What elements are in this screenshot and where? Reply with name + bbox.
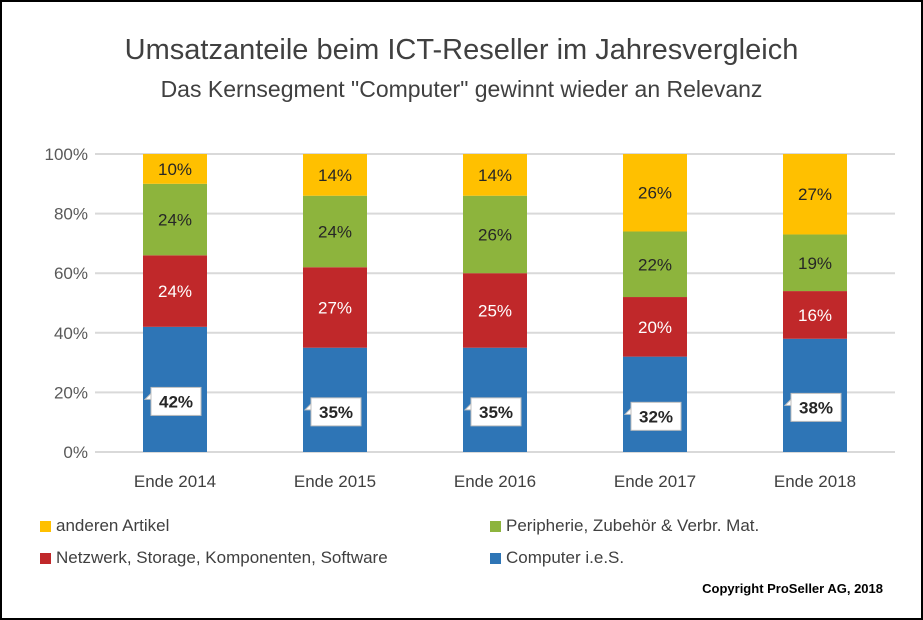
callout-pointer [303,402,312,411]
data-label: 14% [478,166,512,185]
bar-segment [143,183,207,256]
y-tick-label: 80% [54,205,88,224]
data-label: 27% [798,185,832,204]
data-label: 42% [159,392,193,411]
data-label: 14% [318,166,352,185]
data-label: 35% [479,403,513,422]
legend-label: anderen Artikel [56,516,170,535]
data-label: 19% [798,254,832,273]
copyright-note: Copyright ProSeller AG, 2018 [702,581,883,596]
callout-pointer [623,407,632,415]
data-label: 22% [638,255,672,274]
data-label: 26% [478,225,512,244]
bar-segment [463,195,527,274]
y-tick-label: 100% [45,145,88,164]
data-label: 25% [478,301,512,320]
legend-item-peripherie: Peripherie, Zubehör & Verbr. Mat. [490,516,759,536]
bar-segment [463,273,527,348]
legend-label: Computer i.e.S. [506,548,625,567]
callout-pointer [783,398,792,406]
legend-label: Peripherie, Zubehör & Verbr. Mat. [506,516,760,535]
data-label: 20% [638,318,672,337]
bar-segment [623,297,687,357]
legend-item-computer: Computer i.e.S. [490,548,624,568]
legend-swatch [40,552,51,564]
legend-swatch [40,520,51,532]
bar-segment [303,267,367,348]
callout-pointer [143,392,152,400]
x-tick-label: Ende 2017 [614,472,696,491]
y-tick-label: 0% [63,443,88,462]
x-tick-label: Ende 2018 [774,472,856,491]
data-label: 35% [319,403,353,422]
data-label: 24% [158,282,192,301]
legend-label: Netzwerk, Storage, Komponenten, Software [56,548,388,567]
bar-segment [623,231,687,298]
data-label: 24% [318,222,352,241]
bar-segment [303,154,367,196]
data-label: 24% [158,211,192,230]
data-label: 32% [639,407,673,426]
chart-title: Umsatzanteile beim ICT-Reseller im Jahre… [124,34,799,66]
bar-segment [623,154,687,232]
bar-segment [783,291,847,339]
x-tick-label: Ende 2016 [454,472,536,491]
y-tick-label: 40% [54,324,88,343]
callout-pointer [463,402,472,411]
legend-item-anderen-artikel: anderen Artikel [40,516,169,536]
y-tick-label: 60% [54,264,88,283]
x-tick-label: Ende 2015 [294,472,376,491]
bar-segment [783,234,847,292]
bar-segment [303,195,367,268]
bar-segment [143,154,207,184]
bar-segment [143,255,207,327]
legend-item-netzwerk: Netzwerk, Storage, Komponenten, Software [40,548,388,568]
data-label-callout [150,386,202,416]
data-label: 26% [638,184,672,203]
data-label: 27% [318,298,352,317]
bar-segment [463,154,527,196]
legend-swatch [490,552,501,564]
data-label-callout [310,397,362,427]
data-label-callout [630,401,682,431]
y-tick-label: 20% [54,383,88,402]
data-label: 38% [799,398,833,417]
data-label: 10% [158,160,192,179]
x-tick-label: Ende 2014 [134,472,216,491]
bar-segment [783,154,847,235]
legend-swatch [490,520,501,532]
data-label: 16% [798,306,832,325]
data-label-callout [470,397,522,427]
chart-subtitle: Das Kernsegment "Computer" gewinnt wiede… [160,76,763,102]
data-label-callout [790,392,842,422]
